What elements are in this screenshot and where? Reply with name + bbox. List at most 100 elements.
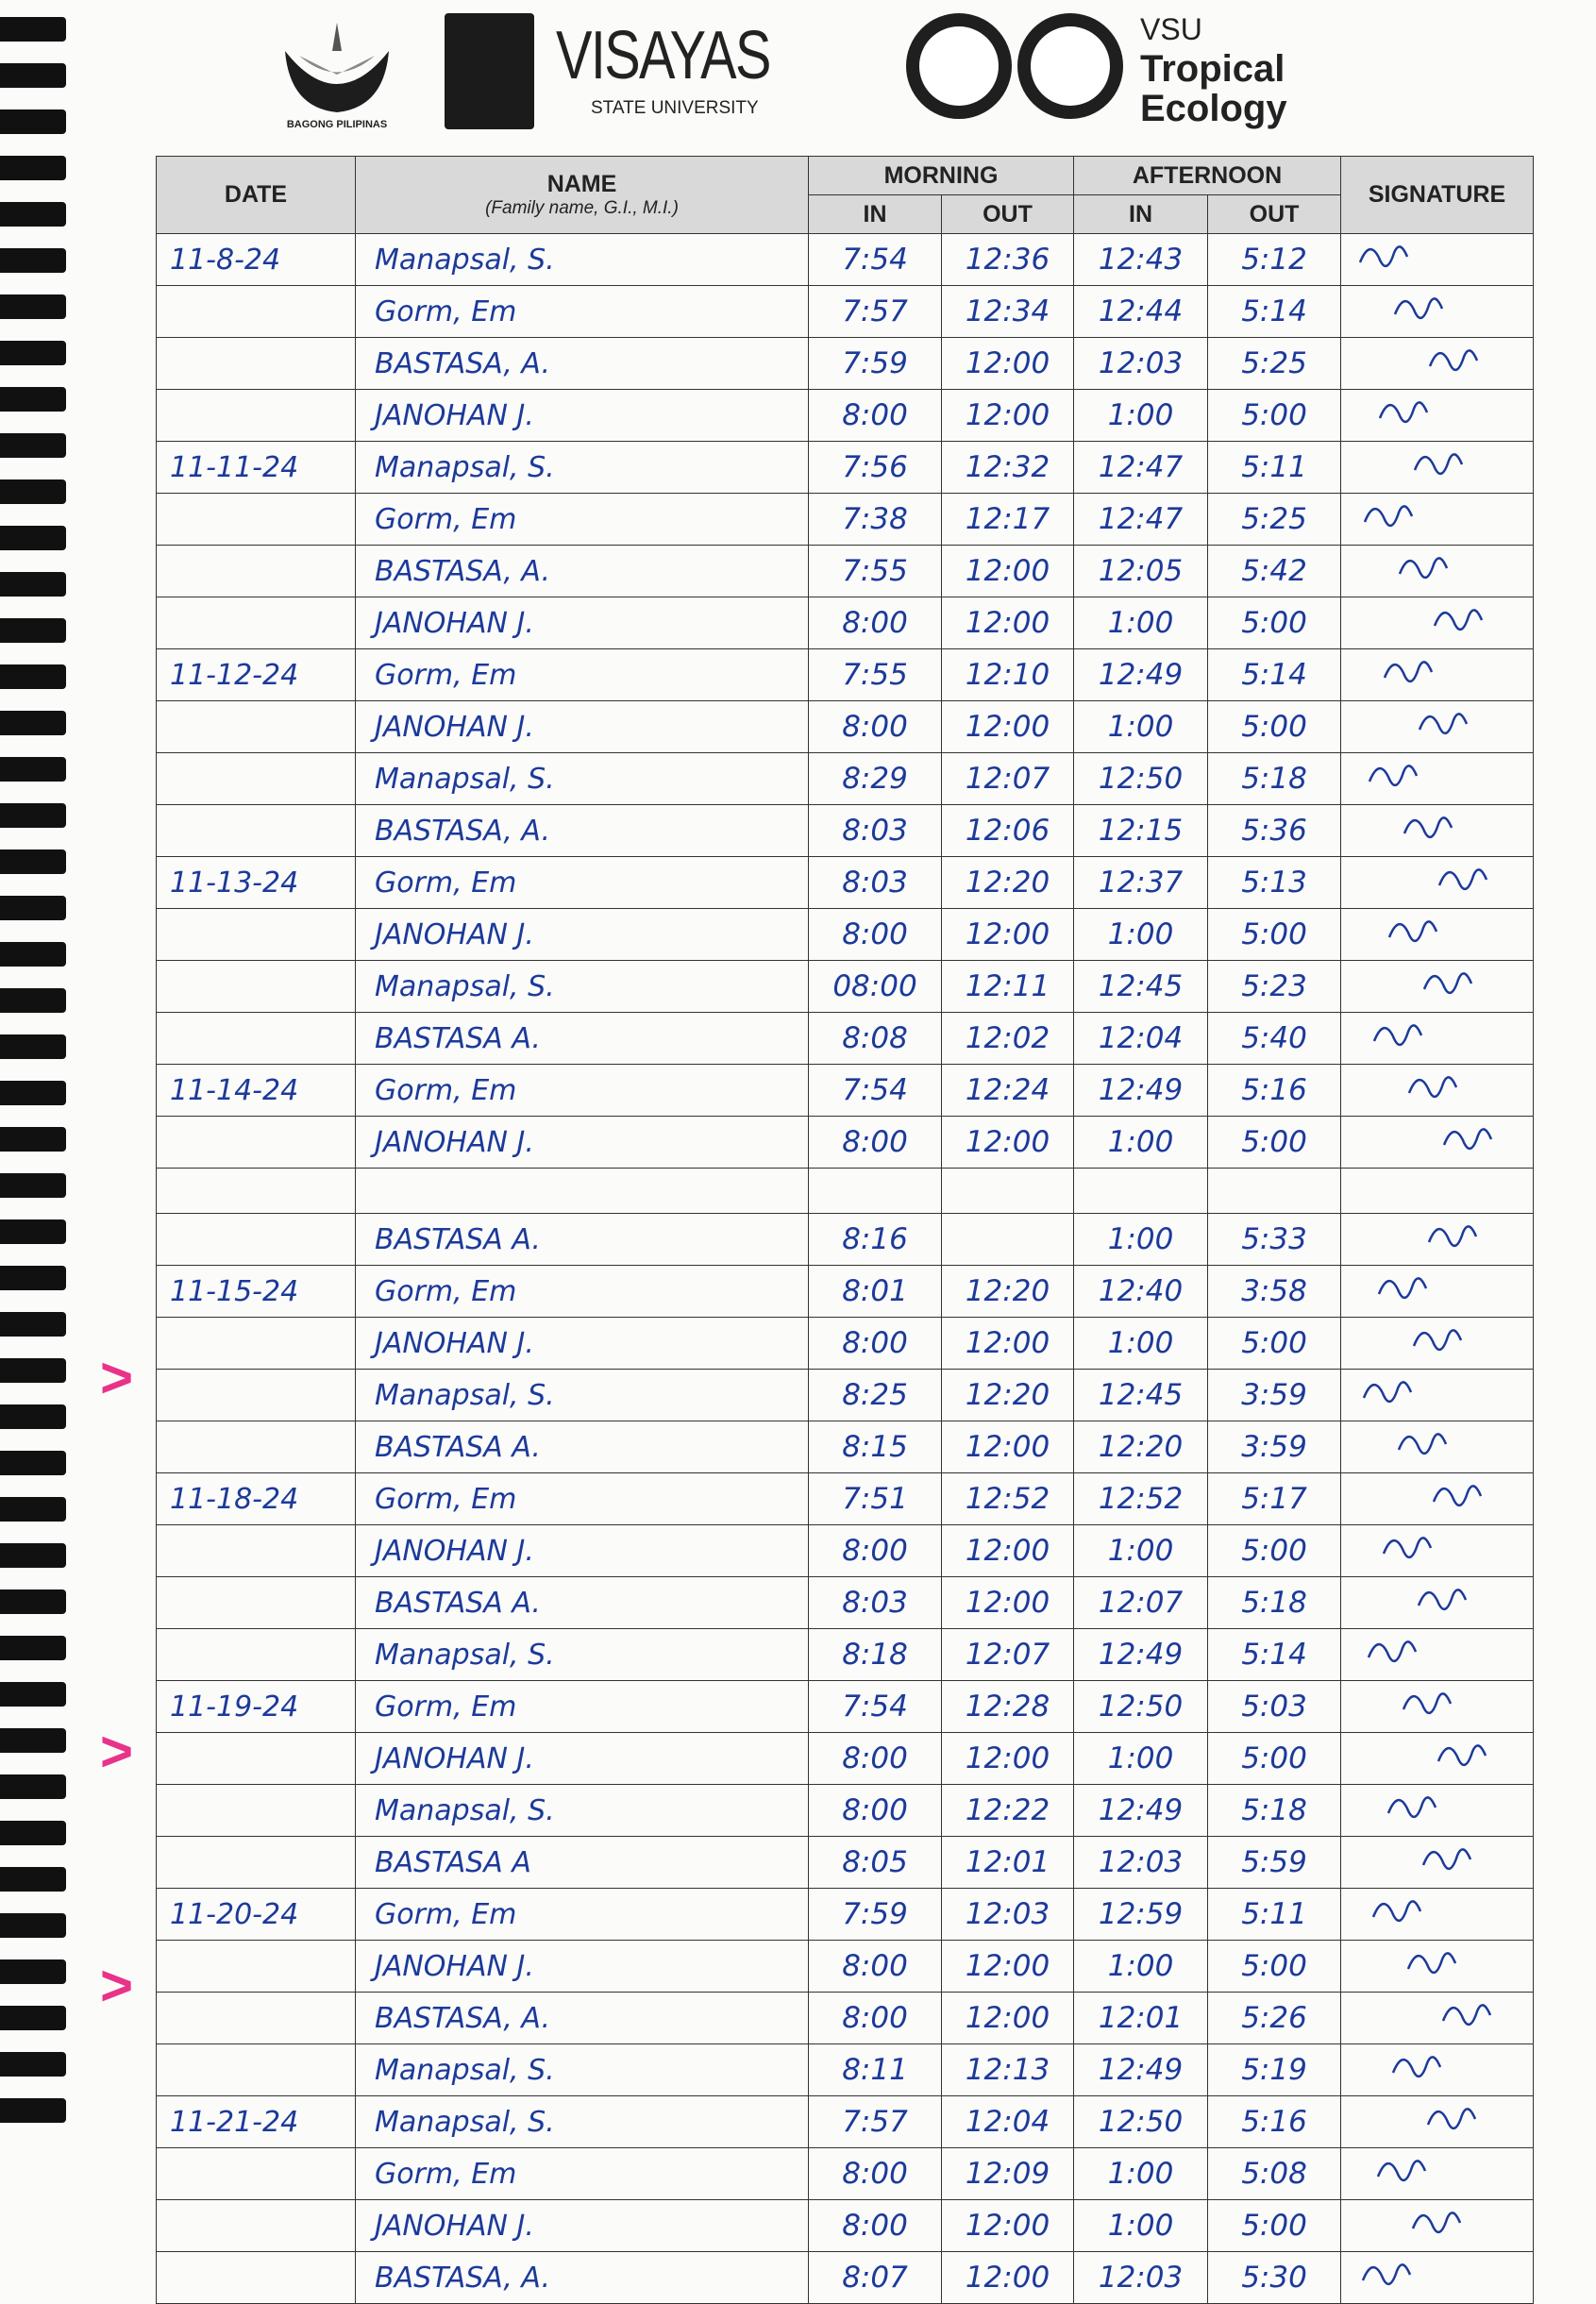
cell-am-out: 12:36: [940, 233, 1075, 286]
cell-pm-in: 12:03: [1073, 337, 1209, 390]
binding-ring: [0, 2006, 66, 2030]
cell-date: [156, 804, 356, 857]
cell-date: 11-13-24: [156, 856, 356, 909]
cell-pm-in: 1:00: [1073, 1940, 1209, 1993]
cell-am-out: 12:00: [940, 1576, 1075, 1629]
cell-pm-out: 5:00: [1207, 700, 1342, 753]
signature-scribble-icon: [1398, 557, 1449, 579]
cell-pm-out: 5:00: [1207, 1940, 1342, 1993]
table-row: JANOHAN J. 8:00 12:00 1:00 5:00: [156, 597, 1535, 649]
table-row: [156, 1168, 1535, 1214]
cell-pm-in: 12:50: [1073, 752, 1209, 805]
cell-am-in: 8:00: [808, 1784, 942, 1837]
cell-am-in: 8:00: [808, 1524, 942, 1577]
cell-pm-in: 1:00: [1073, 389, 1209, 442]
cell-am-out: 12:00: [940, 700, 1075, 753]
cell-am-in: 7:54: [808, 1064, 942, 1117]
cell-am-in: 08:00: [808, 960, 942, 1013]
cell-signature: [1340, 1732, 1535, 1785]
table-row: BASTASA, A. 8:03 12:06 12:15 5:36: [156, 804, 1535, 857]
cell-am-out: 12:00: [940, 908, 1075, 961]
binding-ring: [0, 1081, 66, 1105]
cell-pm-in: 12:45: [1073, 1369, 1209, 1421]
cell-pm-in: 1:00: [1073, 1116, 1209, 1169]
cell-am-out: 12:07: [940, 1628, 1075, 1681]
binding-ring: [0, 202, 66, 227]
cell-date: [156, 2043, 356, 2096]
table-row: 11-14-24 Gorm, Em 7:54 12:24 12:49 5:16: [156, 1064, 1535, 1117]
header-date: DATE: [156, 156, 356, 234]
binding-ring: [0, 1867, 66, 1892]
cell-date: [156, 1628, 356, 1681]
cell-pm-in: 12:59: [1073, 1888, 1209, 1941]
signature-scribble-icon: [1393, 297, 1444, 319]
cell-pm-in: 12:47: [1073, 493, 1209, 546]
table-row: JANOHAN J. 8:00 12:00 1:00 5:00: [156, 1940, 1535, 1993]
cell-pm-in: 12:15: [1073, 804, 1209, 857]
cell-date: 11-19-24: [156, 1680, 356, 1733]
cell-signature: [1340, 1836, 1535, 1889]
signature-scribble-icon: [1427, 1225, 1478, 1247]
cell-pm-out: 3:58: [1207, 1265, 1342, 1318]
cell-signature: [1340, 752, 1535, 805]
cell-date: [156, 700, 356, 753]
table-row: 11-20-24 Gorm, Em 7:59 12:03 12:59 5:11: [156, 1888, 1535, 1941]
binding-ring: [0, 849, 66, 874]
binding-ring: [0, 618, 66, 643]
cell-pm-out: 5:00: [1207, 2199, 1342, 2252]
cell-date: 11-21-24: [156, 2095, 356, 2148]
cell-am-out: 12:17: [940, 493, 1075, 546]
cell-pm-in: 1:00: [1073, 1317, 1209, 1370]
cell-name: [355, 1168, 809, 1214]
cell-am-in: 7:57: [808, 285, 942, 338]
cell-pm-in: 1:00: [1073, 1732, 1209, 1785]
cell-name: JANOHAN J.: [355, 1732, 809, 1785]
signature-scribble-icon: [1386, 1796, 1437, 1818]
binding-ring: [0, 341, 66, 365]
cell-pm-out: 5:18: [1207, 1576, 1342, 1629]
cell-pm-out: 5:26: [1207, 1992, 1342, 2044]
table-row: JANOHAN J. 8:00 12:00 1:00 5:00: [156, 1317, 1535, 1370]
cell-pm-in: 12:49: [1073, 1784, 1209, 1837]
signature-scribble-icon: [1437, 868, 1488, 890]
binding-ring: [0, 1543, 66, 1568]
cell-am-out: 12:52: [940, 1472, 1075, 1525]
table-row: BASTASA A 8:05 12:01 12:03 5:59: [156, 1836, 1535, 1889]
cell-pm-in: 12:07: [1073, 1576, 1209, 1629]
table-row: 11-19-24 Gorm, Em 7:54 12:28 12:50 5:03: [156, 1680, 1535, 1733]
signature-scribble-icon: [1358, 245, 1409, 267]
cell-pm-in: 12:49: [1073, 1064, 1209, 1117]
cell-date: [156, 1012, 356, 1065]
signature-scribble-icon: [1403, 816, 1453, 838]
cell-am-out: 12:22: [940, 1784, 1075, 1837]
cell-signature: [1340, 1680, 1535, 1733]
table-row: BASTASA, A. 7:55 12:00 12:05 5:42: [156, 545, 1535, 597]
cell-name: JANOHAN J.: [355, 1524, 809, 1577]
binding-ring: [0, 526, 66, 550]
signature-scribble-icon: [1406, 1952, 1457, 1974]
cell-name: Manapsal, S.: [355, 441, 809, 494]
cell-name: BASTASA A.: [355, 1421, 809, 1473]
bagong-pilipinas-text: BAGONG PILIPINAS: [286, 119, 388, 130]
cell-pm-out: 5:23: [1207, 960, 1342, 1013]
cell-date: [156, 285, 356, 338]
cell-pm-out: 5:36: [1207, 804, 1342, 857]
cell-pm-out: 5:03: [1207, 1680, 1342, 1733]
cell-date: [156, 1576, 356, 1629]
cell-signature: [1340, 389, 1535, 442]
table-row: 11-15-24 Gorm, Em 8:01 12:20 12:40 3:58: [156, 1265, 1535, 1318]
cell-signature: [1340, 2199, 1535, 2252]
cell-am-out: 12:13: [940, 2043, 1075, 2096]
cell-pm-out: [1207, 1168, 1342, 1214]
cell-am-in: 8:07: [808, 2251, 942, 2304]
cell-pm-out: 5:18: [1207, 752, 1342, 805]
cell-date: 11-20-24: [156, 1888, 356, 1941]
cell-name: Gorm, Em: [355, 648, 809, 701]
binding-ring: [0, 433, 66, 458]
table-row: BASTASA, A. 8:07 12:00 12:03 5:30: [156, 2251, 1535, 2304]
cell-pm-out: 5:14: [1207, 285, 1342, 338]
signature-scribble-icon: [1428, 349, 1479, 371]
cell-signature: [1340, 1992, 1535, 2044]
table-row: JANOHAN J. 8:00 12:00 1:00 5:00: [156, 908, 1535, 961]
binding-ring: [0, 387, 66, 412]
